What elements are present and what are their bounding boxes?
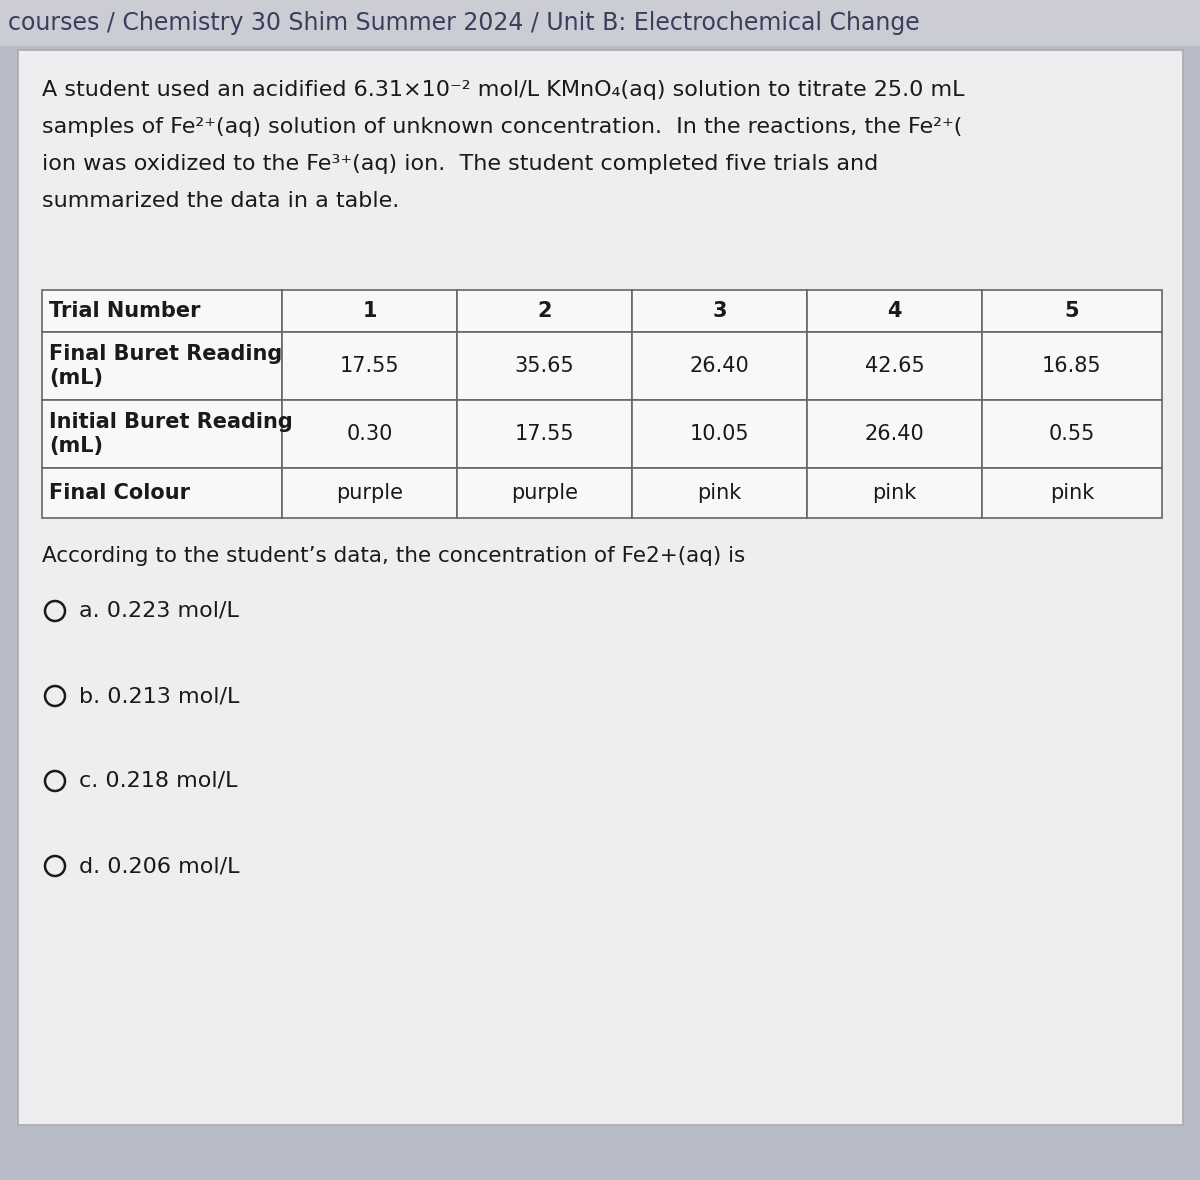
Text: 26.40: 26.40	[865, 424, 924, 444]
Text: Initial Buret Reading
(mL): Initial Buret Reading (mL)	[49, 412, 293, 457]
Bar	[982, 290, 1162, 332]
Bar	[42, 400, 282, 468]
Text: Final Colour: Final Colour	[49, 483, 190, 503]
Bar	[457, 400, 632, 468]
Text: pink: pink	[1050, 483, 1094, 503]
Text: c. 0.218 mol/L: c. 0.218 mol/L	[79, 771, 238, 791]
Text: 16.85: 16.85	[1042, 356, 1102, 376]
Text: 5: 5	[1064, 301, 1079, 321]
Text: 17.55: 17.55	[340, 356, 400, 376]
Text: 42.65: 42.65	[865, 356, 924, 376]
Bar	[632, 332, 808, 400]
Bar	[457, 290, 632, 332]
Bar	[42, 290, 282, 332]
Text: courses / Chemistry 30 Shim Summer 2024 / Unit B: Electrochemical Change: courses / Chemistry 30 Shim Summer 2024 …	[8, 11, 919, 35]
Bar	[632, 290, 808, 332]
Text: purple: purple	[511, 483, 578, 503]
Text: 0.30: 0.30	[347, 424, 392, 444]
Bar	[457, 468, 632, 518]
Bar	[982, 400, 1162, 468]
Bar	[808, 290, 982, 332]
Text: 0.55: 0.55	[1049, 424, 1096, 444]
Bar	[808, 332, 982, 400]
Bar	[282, 332, 457, 400]
Bar	[982, 332, 1162, 400]
Text: 2: 2	[538, 301, 552, 321]
Text: d. 0.206 mol/L: d. 0.206 mol/L	[79, 856, 240, 876]
Bar	[282, 290, 457, 332]
Bar	[282, 400, 457, 468]
Text: pink: pink	[697, 483, 742, 503]
Bar	[632, 468, 808, 518]
Text: Final Buret Reading
(mL): Final Buret Reading (mL)	[49, 343, 282, 388]
Bar	[808, 468, 982, 518]
Text: Trial Number: Trial Number	[49, 301, 200, 321]
Text: b. 0.213 mol/L: b. 0.213 mol/L	[79, 686, 239, 706]
Bar	[42, 468, 282, 518]
Text: summarized the data in a table.: summarized the data in a table.	[42, 191, 400, 211]
Text: 10.05: 10.05	[690, 424, 749, 444]
Bar	[632, 400, 808, 468]
Text: 17.55: 17.55	[515, 424, 575, 444]
Bar	[982, 468, 1162, 518]
Text: A student used an acidified 6.31×10⁻² mol/L KMnO₄(aq) solution to titrate 25.0 m: A student used an acidified 6.31×10⁻² mo…	[42, 80, 965, 100]
Text: 3: 3	[713, 301, 727, 321]
Bar	[808, 400, 982, 468]
Bar	[0, 0, 1200, 46]
Text: ion was oxidized to the Fe³⁺(aq) ion.  The student completed five trials and: ion was oxidized to the Fe³⁺(aq) ion. Th…	[42, 155, 878, 173]
Text: 4: 4	[887, 301, 901, 321]
Text: purple: purple	[336, 483, 403, 503]
Text: pink: pink	[872, 483, 917, 503]
Text: samples of Fe²⁺(aq) solution of unknown concentration.  In the reactions, the Fe: samples of Fe²⁺(aq) solution of unknown …	[42, 117, 962, 137]
Text: 35.65: 35.65	[515, 356, 575, 376]
Bar	[42, 332, 282, 400]
Text: a. 0.223 mol/L: a. 0.223 mol/L	[79, 601, 239, 621]
Bar	[282, 468, 457, 518]
Text: 26.40: 26.40	[690, 356, 749, 376]
Text: 1: 1	[362, 301, 377, 321]
Text: According to the student’s data, the concentration of Fe2+(aq) is: According to the student’s data, the con…	[42, 546, 745, 566]
Bar	[457, 332, 632, 400]
